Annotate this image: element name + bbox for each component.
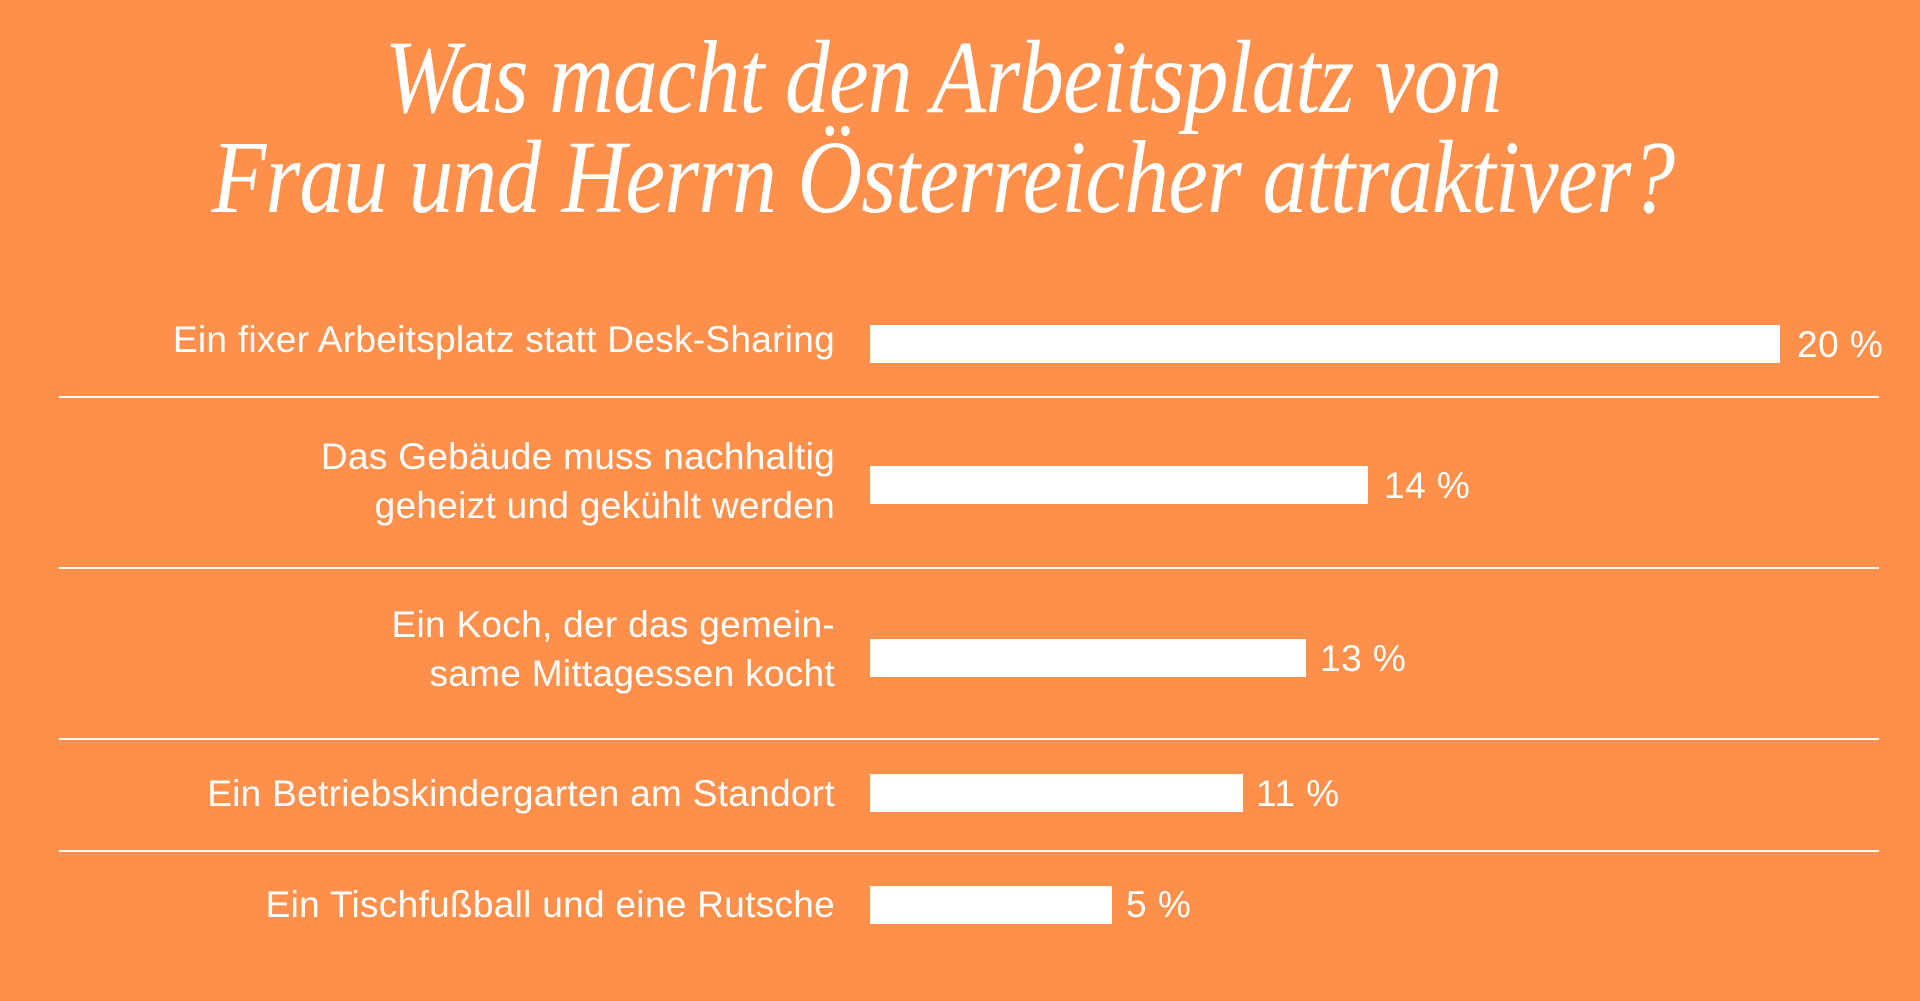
row-label-line: same Mittagessen kocht bbox=[429, 653, 835, 694]
row-label-line: Das Gebäude muss nachhaltig bbox=[320, 436, 835, 477]
row-label-line: Ein Betriebskindergarten am Standort bbox=[207, 773, 835, 814]
value-label-sustainable-building: 14 % bbox=[1384, 465, 1471, 506]
row-divider bbox=[59, 567, 1879, 569]
row-divider bbox=[59, 738, 1879, 740]
chart-title-line-2: Frau und Herrn Österreicher attraktiver? bbox=[211, 120, 1676, 235]
bar-sustainable-building bbox=[870, 466, 1368, 504]
value-label-foosball-slide: 5 % bbox=[1126, 884, 1192, 925]
bar-fixed-desk bbox=[870, 325, 1780, 363]
bar-chef bbox=[870, 639, 1306, 677]
row-label-line: Ein Koch, der das gemein- bbox=[391, 604, 835, 645]
bar-kindergarten bbox=[870, 774, 1243, 812]
row-divider bbox=[59, 850, 1879, 852]
row-label-fixed-desk: Ein fixer Arbeitsplatz statt Desk-Sharin… bbox=[173, 315, 835, 364]
row-label-line: Ein fixer Arbeitsplatz statt Desk-Sharin… bbox=[172, 319, 835, 360]
row-label-kindergarten: Ein Betriebskindergarten am Standort bbox=[207, 769, 835, 818]
row-label-line: geheizt und gekühlt werden bbox=[374, 485, 835, 526]
value-label-fixed-desk: 20 % bbox=[1797, 324, 1884, 365]
bar-foosball-slide bbox=[870, 886, 1112, 924]
value-label-kindergarten: 11 % bbox=[1256, 773, 1340, 814]
row-label-chef: Ein Koch, der das gemein- same Mittagess… bbox=[391, 600, 835, 698]
row-label-line: Ein Tischfußball und eine Rutsche bbox=[265, 884, 835, 925]
chart-title: Was macht den Arbeitsplatz von Frau und … bbox=[0, 20, 1886, 235]
value-label-chef: 13 % bbox=[1320, 638, 1407, 679]
row-label-sustainable-building: Das Gebäude muss nachhaltig geheizt und … bbox=[321, 432, 835, 530]
chart-title-line-1: Was macht den Arbeitsplatz von bbox=[384, 20, 1502, 135]
row-divider bbox=[59, 396, 1879, 398]
row-label-foosball-slide: Ein Tischfußball und eine Rutsche bbox=[266, 880, 835, 929]
